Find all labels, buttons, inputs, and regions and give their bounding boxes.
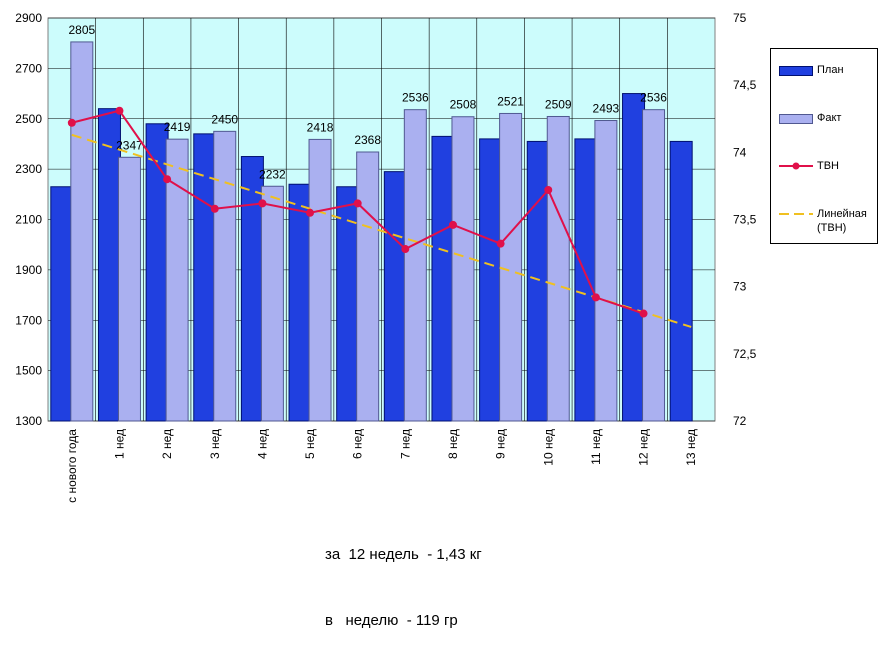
- bar-plan: [622, 93, 646, 422]
- data-label-fact: 2493: [593, 102, 620, 116]
- data-label-fact: 2805: [68, 23, 95, 37]
- x-tick-label: 8 нед: [446, 429, 460, 459]
- bar-plan: [97, 108, 121, 422]
- chart: 1300 1500 1700 1900 2100 2300 2500 2700 2900 72 72…: [15, 11, 757, 503]
- point-tvn: [210, 204, 219, 213]
- bar-fact: [403, 109, 427, 422]
- y-right-tick-label: 73: [733, 280, 747, 294]
- trendline-tvn: [71, 133, 692, 328]
- point-tvn: [163, 175, 172, 184]
- bar-plan: [240, 156, 264, 422]
- legend-swatch-trend: [779, 213, 813, 215]
- legend-label-plan: План: [817, 64, 844, 76]
- x-tick-label: 7 нед: [398, 429, 412, 459]
- x-tick-label: 13 нед: [684, 429, 698, 466]
- x-tick-label: 2 нед: [160, 429, 174, 459]
- bar-fact: [499, 112, 523, 422]
- bar-fact: [594, 120, 618, 422]
- bar-fact: [70, 41, 94, 422]
- y-left-tick-label: 2500: [15, 112, 42, 126]
- point-tvn: [258, 199, 267, 208]
- bar-fact: [451, 116, 475, 422]
- bar-plan: [288, 183, 312, 422]
- point-tvn: [353, 199, 362, 208]
- x-tick-label: 9 нед: [494, 429, 508, 459]
- point-tvn: [591, 293, 600, 302]
- y-left-tick-label: 1700: [15, 313, 42, 327]
- legend-swatch-fact: [779, 114, 813, 124]
- summary-text: за 12 недель - 1,43 кг в неделю - 119 гр: [325, 500, 482, 654]
- point-tvn: [496, 239, 505, 248]
- bar-fact: [165, 138, 189, 422]
- legend-swatch-plan: [779, 66, 813, 76]
- y-left-tick-label: 1900: [15, 263, 42, 277]
- y-right-tick-label: 72: [733, 414, 747, 428]
- y-left-tick-label: 2700: [15, 61, 42, 75]
- bar-fact: [308, 138, 332, 422]
- summary-line-2: в неделю - 119 гр: [325, 612, 458, 629]
- y-left-tick-label: 1500: [15, 364, 42, 378]
- y-right-tick-label: 74: [733, 145, 747, 159]
- data-label-fact: 2232: [259, 167, 286, 181]
- bar-plan: [669, 140, 693, 422]
- data-label-fact: 2536: [402, 91, 429, 105]
- point-tvn: [401, 245, 410, 254]
- bar-fact: [213, 130, 237, 422]
- x-tick-label: 6 нед: [351, 429, 365, 459]
- bar-plan: [50, 186, 74, 422]
- bar-fact: [260, 185, 284, 422]
- legend-label-tvn: ТВН: [817, 160, 839, 172]
- point-tvn: [544, 185, 553, 194]
- x-tick-label: с нового года: [65, 429, 79, 503]
- y-right-tick-label: 74,5: [733, 78, 757, 92]
- y-right-tick-label: 75: [733, 11, 747, 25]
- x-tick-label: 1 нед: [112, 429, 126, 459]
- x-tick-label: 3 нед: [208, 429, 222, 459]
- data-label-fact: 2450: [211, 112, 238, 126]
- bar-fact: [356, 151, 380, 422]
- y-left-tick-label: 2900: [15, 11, 42, 25]
- legend-swatch-tvn: [779, 162, 813, 170]
- legend-label-trend: Линейная (ТВН): [817, 208, 867, 234]
- y-left-tick-label: 2100: [15, 213, 42, 227]
- x-tick-label: 12 нед: [637, 429, 651, 466]
- bar-fact: [546, 115, 570, 422]
- data-label-fact: 2509: [545, 97, 572, 111]
- data-label-fact: 2418: [307, 120, 334, 134]
- data-label-fact: 2508: [450, 98, 477, 112]
- point-tvn: [639, 309, 648, 318]
- data-label-fact: 2368: [354, 133, 381, 147]
- bar-plan: [431, 135, 455, 422]
- point-tvn: [115, 106, 124, 115]
- y-left-tick-label: 1300: [15, 414, 42, 428]
- point-tvn: [67, 118, 76, 127]
- x-tick-label: 4 нед: [255, 429, 269, 459]
- bar-fact: [642, 109, 666, 422]
- bar-fact: [117, 156, 141, 422]
- bar-plan: [479, 138, 503, 422]
- legend-label-fact: Факт: [817, 112, 842, 124]
- data-label-fact: 2536: [640, 91, 667, 105]
- y-right-tick-label: 72,5: [733, 347, 757, 361]
- bar-plan: [574, 138, 598, 422]
- x-tick-label: 10 нед: [541, 429, 555, 466]
- y-right-tick-label: 73,5: [733, 213, 757, 227]
- point-tvn: [306, 208, 315, 217]
- x-tick-label: 5 нед: [303, 429, 317, 459]
- bar-plan: [383, 171, 407, 422]
- bar-plan: [145, 123, 169, 422]
- data-label-fact: 2419: [164, 120, 191, 134]
- data-label-fact: 2347: [116, 138, 143, 152]
- y-left-tick-label: 2300: [15, 162, 42, 176]
- bar-plan: [193, 133, 217, 422]
- x-tick-label: 11 нед: [589, 429, 603, 465]
- point-tvn: [448, 220, 457, 229]
- legend: План Факт ТВН Линейная (ТВН): [770, 48, 878, 244]
- summary-line-1: за 12 недель - 1,43 кг: [325, 546, 482, 563]
- data-label-fact: 2521: [497, 94, 524, 108]
